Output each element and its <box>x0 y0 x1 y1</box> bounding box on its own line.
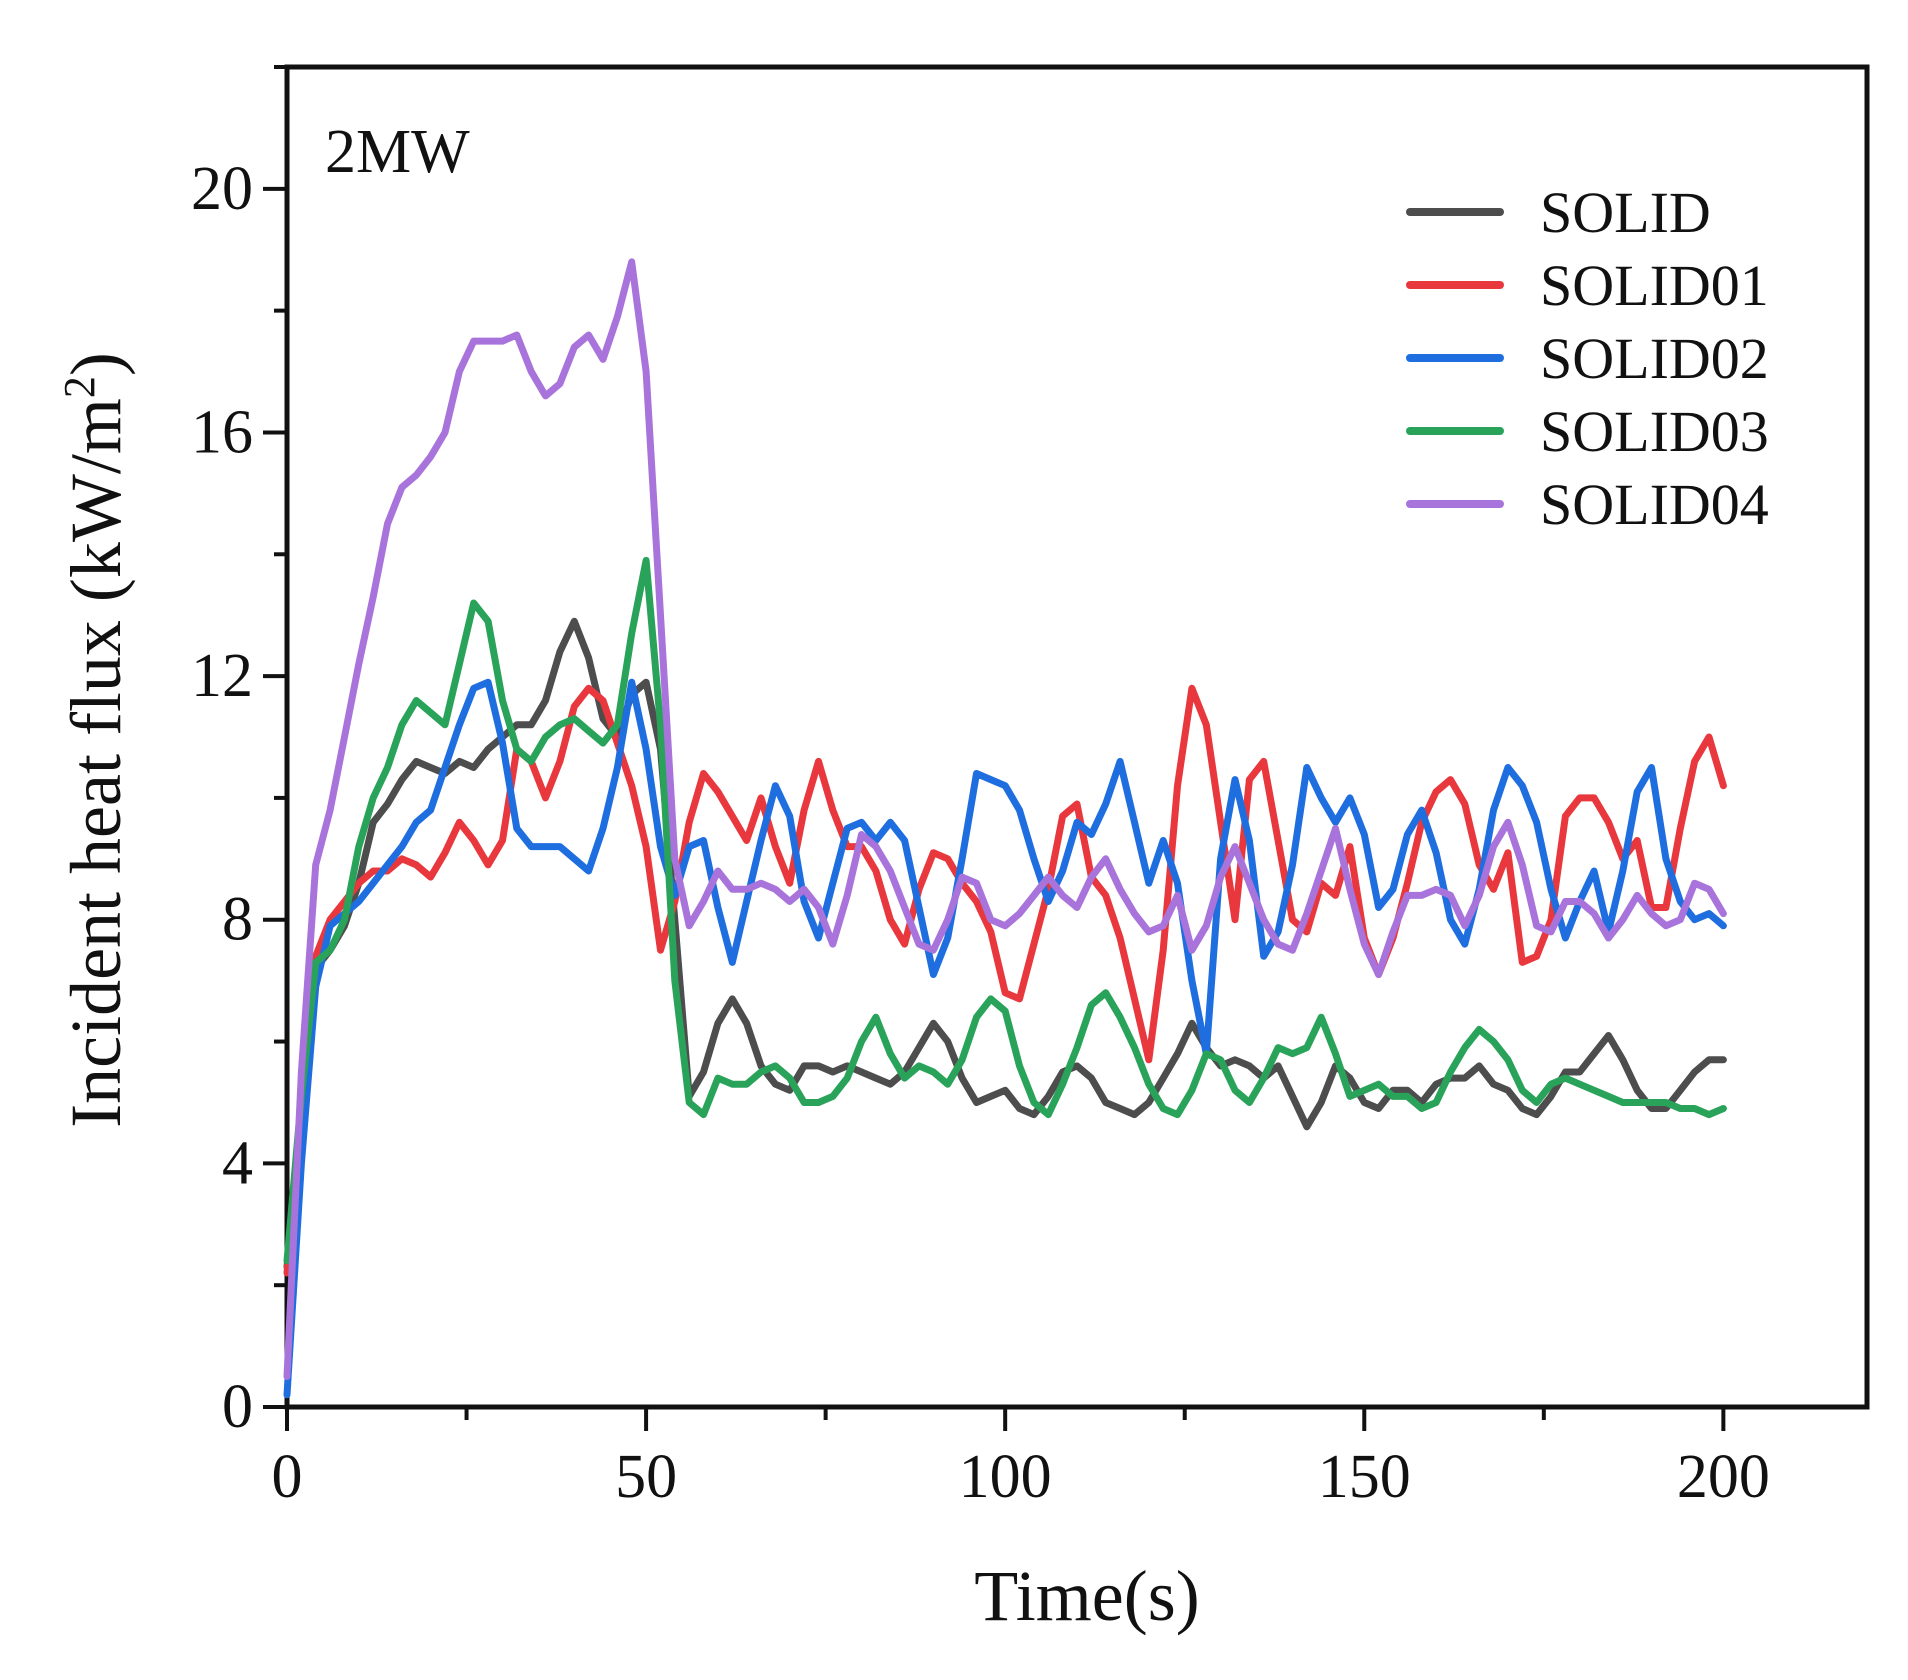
y-axis-ticks <box>263 65 287 1409</box>
legend-label-solid01: SOLID01 <box>1540 253 1769 318</box>
x-tick-label: 50 <box>615 1443 677 1511</box>
y-tick-label: 4 <box>222 1129 253 1197</box>
x-tick-label: 0 <box>272 1443 303 1511</box>
y-tick-label: 12 <box>191 642 253 710</box>
series-line-solid04 <box>283 258 1727 1380</box>
x-axis-ticks <box>285 1407 1726 1431</box>
y-tick-label: 0 <box>222 1373 253 1441</box>
y-tick-label: 20 <box>191 155 253 223</box>
x-axis-tick-labels: 0 50 100 150 200 <box>272 1443 1770 1511</box>
x-tick-label: 100 <box>959 1443 1052 1511</box>
y-axis-label: Incident heat flux (kW/m2) <box>55 352 136 1128</box>
legend-label-solid02: SOLID02 <box>1540 326 1769 391</box>
y-tick-label: 16 <box>191 398 253 466</box>
x-axis-label: Time(s) <box>974 1556 1199 1636</box>
plot-frame <box>284 64 1870 1410</box>
y-axis-label-close: ) <box>56 352 136 376</box>
x-tick-label: 200 <box>1677 1443 1770 1511</box>
y-axis-label-sup: 2 <box>55 376 104 398</box>
y-axis-tick-labels: 0 4 8 12 16 20 <box>191 155 253 1441</box>
series-line-solid03 <box>283 556 1727 1265</box>
y-tick-label: 8 <box>222 886 253 954</box>
x-tick-label: 150 <box>1318 1443 1411 1511</box>
legend-label-solid04: SOLID04 <box>1540 472 1769 537</box>
legend-label-solid: SOLID <box>1540 180 1711 245</box>
series-line-solid <box>283 617 1727 1271</box>
chart-annotation: 2MW <box>325 118 470 186</box>
y-axis-label-main: Incident heat flux (kW/m <box>56 398 136 1128</box>
legend: SOLID SOLID01 SOLID02 SOLID03 SOLID04 <box>1406 180 1769 537</box>
series-lines <box>283 258 1727 1399</box>
series-line-solid02 <box>283 678 1727 1399</box>
legend-label-solid03: SOLID03 <box>1540 399 1769 464</box>
